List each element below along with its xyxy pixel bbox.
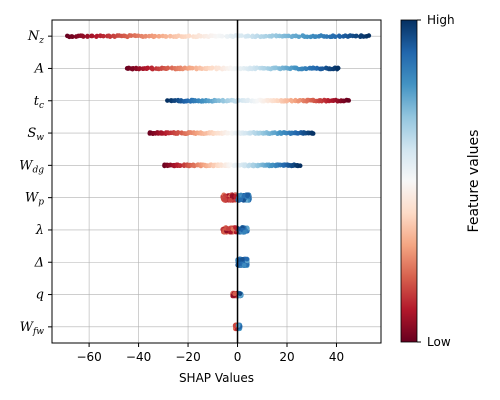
data-points <box>65 33 372 332</box>
shap-point <box>263 33 269 39</box>
shap-point <box>304 34 310 40</box>
shap-point <box>233 225 238 230</box>
shap-point <box>241 193 246 199</box>
shap-point <box>337 34 343 39</box>
colorbar-low-label: Low <box>427 335 451 349</box>
shap-point <box>152 33 158 39</box>
shap-point <box>190 65 195 71</box>
feature-label: A <box>34 61 44 76</box>
shap-point <box>225 130 231 136</box>
x-axis: −60 −40 −20 0 20 40 <box>76 343 344 364</box>
shap-point <box>232 291 237 297</box>
shap-point <box>128 33 134 38</box>
shap-point <box>143 33 149 39</box>
feature-label: q <box>36 288 44 303</box>
shap-point <box>240 257 245 262</box>
shap-point <box>94 33 100 39</box>
shap-point <box>163 34 169 39</box>
shap-point <box>203 131 208 136</box>
feature-label: Nz <box>27 29 44 46</box>
shap-point <box>310 131 316 136</box>
shap-point <box>226 226 231 232</box>
shap-point <box>209 65 215 71</box>
shap-point <box>227 197 233 203</box>
feature-label: Wdg <box>19 158 44 175</box>
shap-point <box>175 130 181 135</box>
shap-point <box>244 256 250 262</box>
shap-point <box>235 261 241 267</box>
x-tick-label: −60 <box>76 350 101 364</box>
shap-point <box>335 65 341 71</box>
shap-point <box>220 98 226 104</box>
shap-point <box>324 34 330 39</box>
shap-point <box>217 98 222 104</box>
shap-point <box>198 33 204 39</box>
x-tick-label: −20 <box>175 350 200 364</box>
shap-point <box>219 33 225 39</box>
shap-point <box>85 33 90 39</box>
shap-point <box>145 65 151 71</box>
shap-point <box>245 193 250 199</box>
grid-lines <box>52 20 381 343</box>
shap-point <box>165 98 170 103</box>
shap-point <box>130 66 135 72</box>
shap-point <box>354 33 359 39</box>
colorbar: High Low Feature values <box>400 13 482 349</box>
y-axis: Nz Atc Sw Wdg Wp λ Δq Wfw <box>19 29 52 337</box>
x-tick-label: 40 <box>329 350 344 364</box>
feature-label: λ <box>35 223 44 238</box>
shap-point <box>239 33 244 38</box>
shap-point <box>270 33 275 38</box>
shap-point <box>257 130 262 136</box>
shap-point <box>89 33 95 39</box>
shap-point <box>150 66 155 72</box>
shap-point <box>215 65 221 71</box>
shap-point <box>178 163 183 168</box>
shap-point <box>222 197 228 203</box>
shap-point <box>297 163 303 169</box>
shap-point <box>238 197 244 203</box>
feature-label: Wp <box>25 191 44 208</box>
shap-point <box>101 33 106 39</box>
feature-label: Δ <box>34 255 44 270</box>
shap-point <box>70 34 75 39</box>
shap-point <box>165 65 171 71</box>
x-tick-label: 0 <box>234 350 242 364</box>
x-axis-title: SHAP Values <box>179 371 254 385</box>
shap-point <box>167 33 173 39</box>
colorbar-title: Feature values <box>466 130 482 233</box>
shap-point <box>156 34 162 39</box>
colorbar-gradient <box>400 19 418 343</box>
x-tick-label: −40 <box>126 350 151 364</box>
shap-point <box>296 34 302 40</box>
feature-label: Wfw <box>20 320 45 337</box>
shap-point <box>346 98 352 103</box>
shap-point <box>366 33 372 38</box>
shap-point <box>237 291 243 296</box>
shap-point <box>289 98 295 104</box>
shap-point <box>241 262 247 268</box>
shap-point <box>245 97 251 103</box>
shap-point <box>297 98 302 103</box>
colorbar-high-label: High <box>427 13 455 27</box>
shap-point <box>320 66 325 71</box>
feature-label: Sw <box>27 126 44 143</box>
shap-point <box>246 33 251 39</box>
shap-point <box>81 34 86 39</box>
x-tick-label: 20 <box>279 350 294 364</box>
shap-point <box>242 229 247 235</box>
shap-point <box>332 34 338 40</box>
shap-point <box>186 33 192 39</box>
plot-area-frame <box>51 19 382 344</box>
shap-point <box>228 229 233 235</box>
feature-label: tc <box>34 94 44 111</box>
shap-point <box>314 66 319 71</box>
